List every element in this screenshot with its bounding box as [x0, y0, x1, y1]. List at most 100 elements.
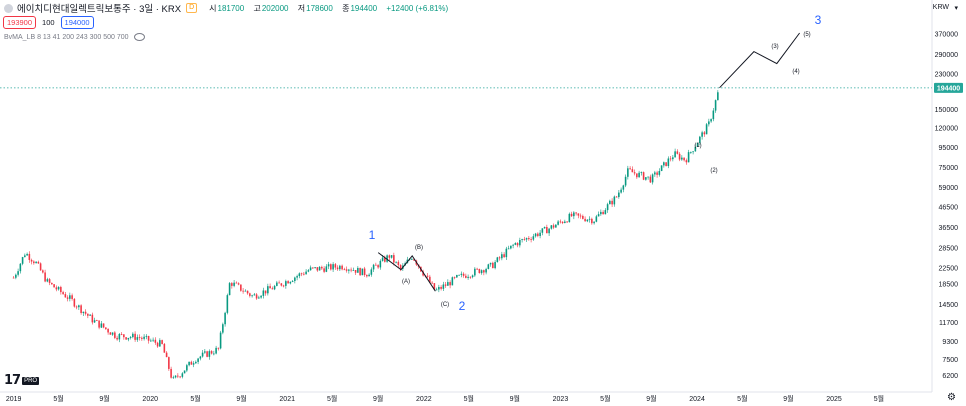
- candle: [125, 337, 127, 340]
- candle: [496, 257, 499, 263]
- y-tick-label: 75000: [939, 165, 959, 172]
- candle: [546, 227, 548, 234]
- candle: [519, 240, 521, 246]
- wave-label-i4: (4): [792, 69, 799, 75]
- candle: [606, 204, 609, 211]
- candle: [687, 152, 690, 163]
- candle: [15, 274, 17, 278]
- candle: [523, 239, 526, 240]
- candle: [595, 216, 598, 222]
- candle: [586, 219, 589, 222]
- candle: [618, 192, 620, 197]
- sell-price-button[interactable]: 193900: [3, 16, 37, 29]
- candle: [494, 262, 496, 269]
- candle: [17, 271, 19, 275]
- y-tick-label: 11700: [939, 320, 958, 327]
- y-tick-label: 9300: [942, 339, 958, 346]
- candle: [658, 171, 661, 175]
- chevron-down-icon[interactable]: ▾: [954, 5, 958, 12]
- candle: [559, 221, 562, 223]
- candle: [246, 290, 249, 294]
- candle: [584, 218, 586, 222]
- x-tick-label: 2024: [689, 396, 705, 403]
- candle: [69, 295, 71, 299]
- candle: [548, 228, 550, 234]
- candle: [75, 306, 78, 308]
- candle: [114, 332, 116, 338]
- candle: [469, 276, 472, 278]
- candle: [138, 337, 141, 338]
- x-tick-label: 9월: [99, 394, 109, 403]
- candle: [35, 261, 37, 264]
- candle: [453, 277, 456, 279]
- candle: [363, 268, 366, 276]
- candle: [96, 320, 98, 322]
- candle: [98, 320, 100, 328]
- candle: [489, 262, 492, 265]
- candle: [397, 261, 400, 266]
- tradingview-logo[interactable]: 17 PRO: [4, 373, 40, 388]
- candle: [334, 264, 337, 268]
- symbol-logo-icon[interactable]: [4, 3, 13, 13]
- candle: [136, 337, 139, 340]
- candle: [532, 236, 535, 240]
- y-tick-label: 14500: [939, 302, 959, 309]
- wave-label-3: 3: [815, 13, 822, 27]
- candle: [89, 314, 91, 316]
- candle: [388, 255, 391, 258]
- candle: [447, 282, 449, 286]
- candle: [78, 305, 80, 308]
- candle: [534, 233, 537, 237]
- candle: [199, 356, 202, 359]
- candle: [390, 255, 393, 258]
- candle: [411, 258, 413, 260]
- candle: [231, 283, 233, 286]
- candle: [73, 298, 76, 307]
- candle: [624, 176, 627, 186]
- candle: [564, 221, 566, 223]
- candle: [251, 295, 253, 297]
- candle: [381, 257, 384, 261]
- y-tick-label: 6200: [942, 373, 958, 380]
- x-tick-label: 9월: [510, 394, 520, 403]
- candle: [39, 263, 42, 271]
- candle: [442, 284, 445, 289]
- wave-label-1: 1: [369, 228, 376, 242]
- candle: [80, 305, 82, 314]
- candle: [82, 311, 85, 314]
- candle: [593, 221, 595, 224]
- candle: [557, 221, 559, 225]
- candle: [514, 243, 517, 245]
- candle: [433, 283, 436, 290]
- candle: [714, 100, 717, 111]
- symbol-title[interactable]: 에이치디현대일렉트릭보통주 · 3일 · KRX: [17, 4, 182, 15]
- candle: [100, 323, 103, 328]
- candle: [102, 323, 105, 328]
- candle: [379, 260, 382, 268]
- candle: [690, 151, 692, 153]
- candle: [656, 172, 658, 175]
- indicator-legend[interactable]: BvMA_LB 8 13 41 200 243 300 500 700: [4, 33, 145, 41]
- candle: [683, 157, 685, 161]
- currency-label[interactable]: KRW: [932, 4, 949, 11]
- candle: [350, 269, 352, 271]
- wave-label-i3: (3): [771, 44, 778, 50]
- eye-hidden-icon[interactable]: [133, 33, 145, 41]
- gear-icon[interactable]: ⚙: [947, 392, 956, 403]
- candle: [208, 351, 211, 357]
- x-tick-label: 2025: [826, 396, 842, 403]
- candle: [699, 136, 701, 144]
- candle: [613, 196, 616, 205]
- candle: [303, 273, 305, 275]
- candle: [685, 160, 688, 163]
- projection-line: [719, 32, 801, 89]
- candle: [44, 272, 46, 282]
- y-tick-label: 370000: [935, 32, 958, 39]
- buy-price-button[interactable]: 194000: [60, 16, 94, 29]
- candle: [118, 334, 121, 340]
- candle: [352, 269, 355, 271]
- candle: [278, 282, 280, 284]
- candle: [224, 312, 226, 325]
- candle: [163, 343, 166, 353]
